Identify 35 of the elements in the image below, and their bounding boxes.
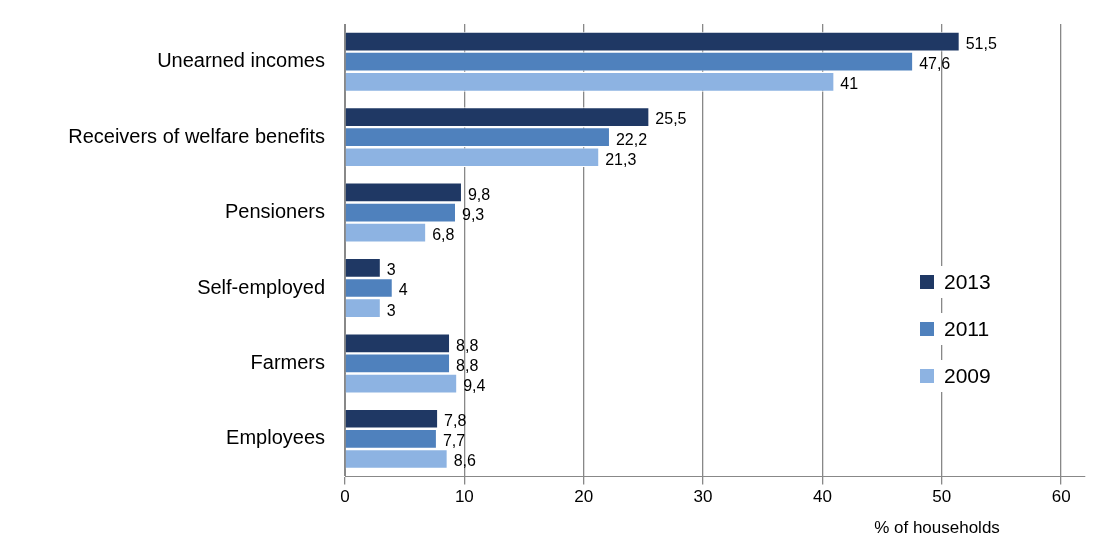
y-tick-label: Farmers [250, 350, 325, 373]
data-label: 51,5 [965, 35, 997, 53]
data-label: 4 [398, 281, 408, 299]
data-label: 3 [386, 261, 396, 279]
x-tick-label: 10 [454, 487, 474, 507]
data-label: 8,8 [456, 356, 479, 374]
data-label: 22,2 [615, 130, 648, 148]
x-tick-label: 0 [340, 487, 350, 507]
y-tick-label: Pensioners [224, 200, 325, 223]
y-tick-label: Unearned incomes [157, 49, 325, 72]
data-label: 9,4 [463, 376, 486, 394]
data-label: 47,6 [919, 55, 951, 73]
data-label: 7,8 [444, 412, 467, 430]
legend-label: 2009 [944, 363, 991, 387]
data-label: 9,8 [467, 185, 491, 203]
data-label: 3 [386, 301, 396, 319]
x-tick-label: 50 [932, 487, 952, 507]
y-tick-label: Employees [226, 426, 325, 449]
data-label: 8,8 [456, 336, 479, 354]
data-label: 21,3 [605, 150, 637, 168]
data-label: 7,7 [442, 432, 466, 450]
x-tick-label: 30 [693, 487, 713, 507]
x-tick-label: 40 [812, 487, 832, 507]
data-label: 9,3 [462, 205, 485, 223]
data-label: 25,5 [655, 110, 687, 128]
x-axis-title: % of households [874, 518, 1000, 538]
data-label: 8,6 [453, 452, 476, 470]
y-tick-label: Receivers of welfare benefits [68, 124, 325, 147]
x-tick-label: 60 [1051, 487, 1071, 507]
legend-label: 2011 [944, 316, 990, 340]
data-label: 41 [840, 75, 859, 93]
y-tick-label: Self-employed [197, 275, 325, 298]
x-tick-label: 20 [574, 487, 594, 507]
data-label: 6,8 [432, 226, 455, 244]
legend-label: 2013 [944, 269, 991, 293]
